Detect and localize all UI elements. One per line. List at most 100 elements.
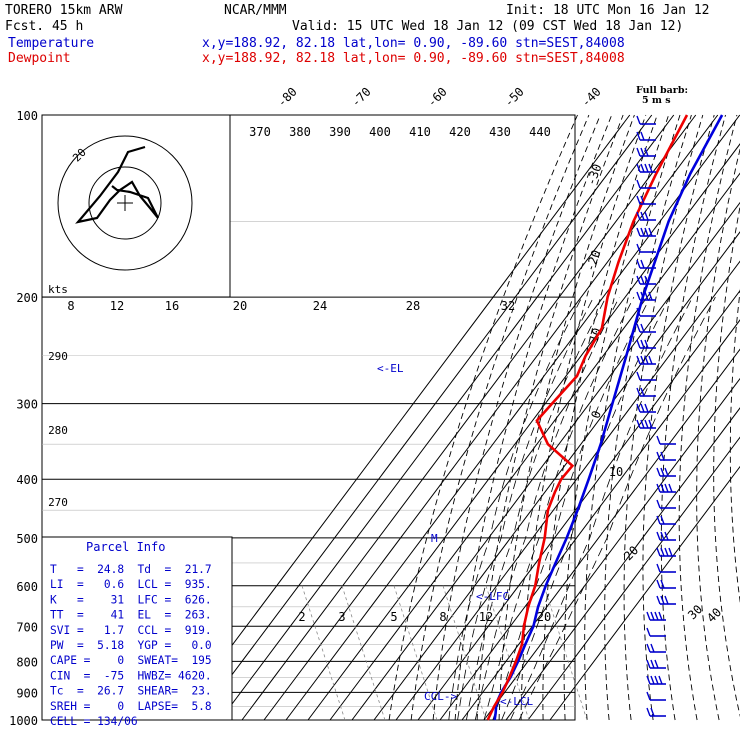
moist-adiabat-line xyxy=(474,296,620,721)
isotherm-line xyxy=(241,114,697,721)
theta-label: 370 xyxy=(249,125,271,139)
wind-barb-flag xyxy=(644,355,649,365)
full-barb-label: Full barb: xyxy=(636,85,688,96)
wind-barb-flag xyxy=(636,115,641,125)
pressure-label: 1000 xyxy=(9,714,38,728)
dry-adiabat-line xyxy=(604,114,692,721)
wind-barb-flag xyxy=(656,563,661,573)
parcel-info-background xyxy=(41,536,233,721)
wind-barb-flag xyxy=(656,467,661,477)
wind-barb-flag xyxy=(636,227,641,237)
wind-barb-flag xyxy=(648,291,653,301)
dry-adiabat-line xyxy=(432,114,601,721)
wind-barb-flag xyxy=(660,451,665,461)
wind-barb-flag xyxy=(636,179,641,189)
dry-adiabat-line xyxy=(388,114,578,721)
wind-barb-flag xyxy=(654,611,659,621)
wind-barb-flag xyxy=(646,707,651,717)
parcel-info-row: SVI = 1.7 CCL = 919. xyxy=(50,624,212,637)
parcel-info-row: CELL = 134/06 xyxy=(50,715,138,728)
moist-adiabat-line xyxy=(448,296,583,721)
wind-barb-flag xyxy=(644,291,649,301)
wind-barbs xyxy=(636,115,676,717)
wind-barb-flag xyxy=(656,435,661,445)
temperature-tick-label: 30 xyxy=(685,602,705,622)
wind-barb-flag xyxy=(636,291,641,301)
wind-barb-flag xyxy=(664,547,669,557)
wind-barb-flag xyxy=(640,339,645,349)
isotherm-line xyxy=(197,114,653,721)
theta-label: 380 xyxy=(289,125,311,139)
wind-barb-flag xyxy=(636,307,641,317)
isotherm-line xyxy=(483,377,740,721)
wind-barb-flag xyxy=(640,259,645,269)
pressure-labels: 100 200 300 400 500 600 700 800 900 1000 xyxy=(9,109,38,728)
wind-barb-flag xyxy=(656,595,661,605)
mixing-ratio-label: 20 xyxy=(537,610,551,624)
wind-barb-flag xyxy=(658,675,663,685)
pressure-label: 700 xyxy=(16,620,38,634)
wind-barb-flag xyxy=(640,323,645,333)
dewpoint-profile xyxy=(486,114,689,721)
isotherm-line xyxy=(175,114,631,721)
theta-label: 400 xyxy=(369,125,391,139)
wind-barb-flag xyxy=(660,595,665,605)
dry-adiabat-line xyxy=(563,114,670,721)
wind-barb-flag xyxy=(656,499,661,509)
parcel-info-rows: T = 24.8 Td = 21.7 LI = 0.6 LCL = 935. K =… xyxy=(50,563,212,728)
wind-barb-flag xyxy=(650,675,655,685)
wind-barb-flag xyxy=(668,483,673,493)
wind-barb-flag xyxy=(650,643,655,653)
dry-adiabat-line xyxy=(498,114,635,721)
parcel-info-row: SREH = 0 LAPSE= 5.8 xyxy=(50,700,212,713)
pressure-label: 400 xyxy=(16,473,38,487)
temperature-legend: Temperature xyxy=(8,36,94,51)
temperature-tick-label: -20 xyxy=(583,248,604,273)
hodograph-trace xyxy=(75,145,159,224)
wind-barb-flag xyxy=(640,387,645,397)
isotherm-line xyxy=(307,143,740,721)
wind-barb-flag xyxy=(640,403,645,413)
wind-barb-flag xyxy=(660,531,665,541)
hodograph-box xyxy=(41,114,231,298)
wind-barb-flag xyxy=(636,403,641,413)
wind-barb-flag xyxy=(636,259,641,269)
wind-barb-flag xyxy=(640,227,645,237)
wind-barb-flag xyxy=(640,291,645,301)
hodograph-axis-label: 12 xyxy=(110,299,124,313)
parcel-info-row: K = 31 LFC = 626. xyxy=(50,593,212,606)
parcel-info-row: T = 24.8 Td = 21.7 xyxy=(50,563,212,576)
isotherm-line xyxy=(505,407,740,721)
theta-side-label: 270 xyxy=(48,496,68,509)
location-info-dewp: x,y=188.92, 82.18 lat,lon= 0.90, -89.60 … xyxy=(202,51,625,66)
isotherm-line xyxy=(351,201,740,721)
dry-adiabat-line xyxy=(642,114,715,721)
m-annotation: M xyxy=(431,532,438,545)
moist-adiabat-line xyxy=(510,296,693,721)
hodograph-outer-ring xyxy=(57,135,193,271)
dry-adiabat-line xyxy=(713,204,740,718)
wind-barb-flag xyxy=(640,195,645,205)
wind-barb-flag xyxy=(664,595,669,605)
wind-barb-flag xyxy=(668,547,673,557)
pressure-label: 200 xyxy=(16,291,38,305)
dry-adiabat-line xyxy=(678,114,738,721)
hodograph-speed-unit: kts xyxy=(48,283,68,296)
pressure-label: 600 xyxy=(16,580,38,594)
moist-adiabat-line xyxy=(457,296,594,721)
isotherm-line xyxy=(219,114,675,721)
center-title: NCAR/MMM xyxy=(224,3,287,18)
el-annotation: <-EL xyxy=(377,362,404,375)
mixing-ratio-line xyxy=(341,585,386,721)
lcl-annotation: <-LCL xyxy=(500,695,533,708)
dry-adiabat-line xyxy=(476,114,624,721)
wind-barb-flag xyxy=(646,675,651,685)
temperature-profile xyxy=(493,114,724,721)
temperature-tick-label: 10 xyxy=(609,465,623,479)
model-title: TORERO 15km ARW xyxy=(5,3,123,18)
wind-barb-flag xyxy=(646,691,651,701)
wind-barb-flag xyxy=(650,611,655,621)
wind-barb-flag xyxy=(636,211,641,221)
theta-label: 390 xyxy=(329,125,351,139)
